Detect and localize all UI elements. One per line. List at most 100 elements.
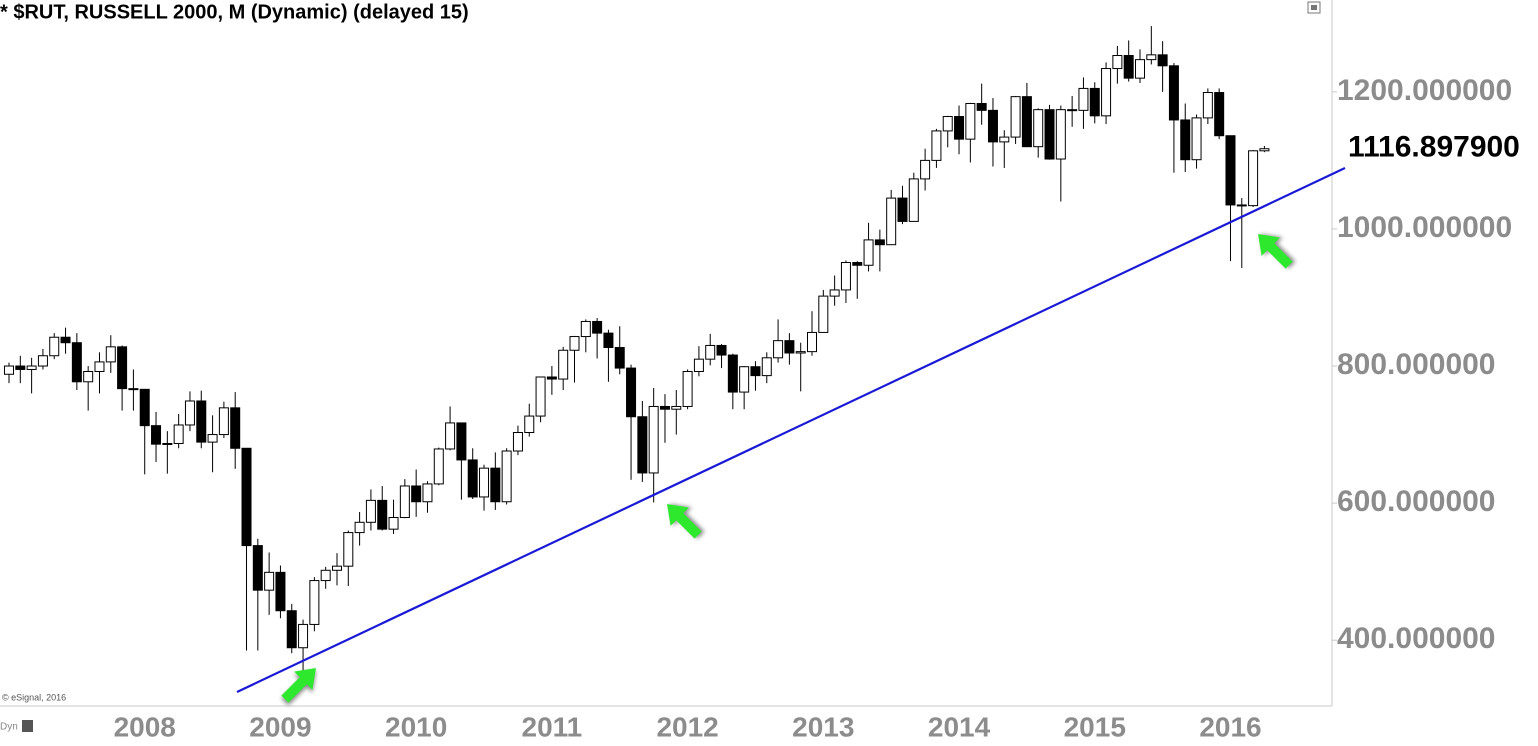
candle-body [580,320,591,338]
candle-body [784,340,795,354]
y-tick-label: 600.000000 [1337,485,1496,518]
candle-body [456,422,467,461]
candle-body [773,340,784,359]
candle-body [83,371,94,383]
candle-body [241,447,252,547]
candle-body [1225,135,1236,206]
candle-body [286,610,297,649]
candle-body [433,448,444,485]
x-tick-label: 2012 [656,711,718,742]
candle-body [105,346,116,363]
candle-body [60,336,71,344]
candle-body [320,569,331,582]
candle-body [569,336,580,351]
corner-label: Dyn [0,722,18,733]
y-tick-label: 400.000000 [1337,622,1496,655]
candle-body [1010,96,1021,138]
candle-body [1191,117,1202,161]
candle-body [1202,92,1213,119]
candle-body [886,197,897,246]
x-tick-label: 2016 [1199,711,1261,742]
candle-body [15,365,26,370]
candle-body [490,467,501,503]
candle-body [727,354,738,393]
candle-body [196,400,207,443]
candle-body [942,116,953,132]
last-price-label: 1116.897900 [1348,131,1520,164]
candle-body [1123,55,1134,79]
chart-title: * $RUT, RUSSELL 2000, M (Dynamic) (delay… [0,1,469,23]
candle-body [479,467,490,498]
candle-body [94,361,105,373]
candle-body [173,424,184,444]
candle-body [331,565,342,571]
candle-body [1214,92,1225,137]
candle-body [1021,96,1032,148]
candle-body [1157,54,1168,67]
x-tick-label: 2010 [385,711,447,742]
candle-body [1067,109,1078,112]
candle-body [807,331,818,353]
copyright: © eSignal, 2016 [2,692,66,702]
candle-body [840,262,851,291]
candle-body [218,407,229,436]
candle-body [467,459,478,498]
candle-body [693,358,704,373]
candle-body [1055,109,1066,160]
candle-body [603,332,614,349]
trendline [236,167,1346,693]
x-tick-label: 2011 [522,711,583,742]
candle-body [761,357,772,377]
candle-body [184,400,195,426]
candle-body [1135,59,1145,79]
x-tick-label: 2009 [249,711,311,742]
arrows [281,234,1293,703]
candle-body [897,197,908,222]
candle-body [399,485,410,519]
candle-body [546,376,557,380]
candle-body [1044,109,1055,160]
candle-body [264,571,275,591]
candle-body [705,344,716,360]
candle-body [275,571,286,612]
candle-body [659,405,670,410]
candle-body [976,103,987,111]
candle-body [637,416,648,474]
candle-body [852,262,863,266]
y-tick-label: 1000.000000 [1337,211,1512,244]
candle-body [230,407,241,449]
candle-body [874,239,885,246]
candle-body [750,366,761,377]
x-tick-label: 2015 [1064,711,1126,742]
candle-body [818,295,829,333]
window-icon [1311,5,1317,10]
candle-body [49,336,60,357]
candle-body [863,239,874,266]
arrow [1258,234,1293,269]
candle-body [1248,150,1259,207]
candle-body [1089,87,1100,117]
candle-body [71,342,82,383]
candle-body [739,366,750,393]
candle-body [671,405,682,410]
candle-body [422,483,433,503]
candle-body [354,521,365,534]
candle-body [1259,148,1270,152]
arrow [667,504,702,539]
candle-body [252,545,263,591]
candle-body [512,432,523,452]
candle-body [716,344,727,356]
candle-body [26,365,37,370]
candle-body [1180,119,1191,161]
arrow [281,668,316,703]
x-tick-label: 2014 [928,711,991,742]
candle-body [162,442,173,445]
candle-body [1146,54,1157,61]
candle-body [931,130,942,161]
candle-body [501,450,512,503]
candle-body [37,355,48,367]
candle-body [524,415,535,434]
candle-body [151,425,162,445]
